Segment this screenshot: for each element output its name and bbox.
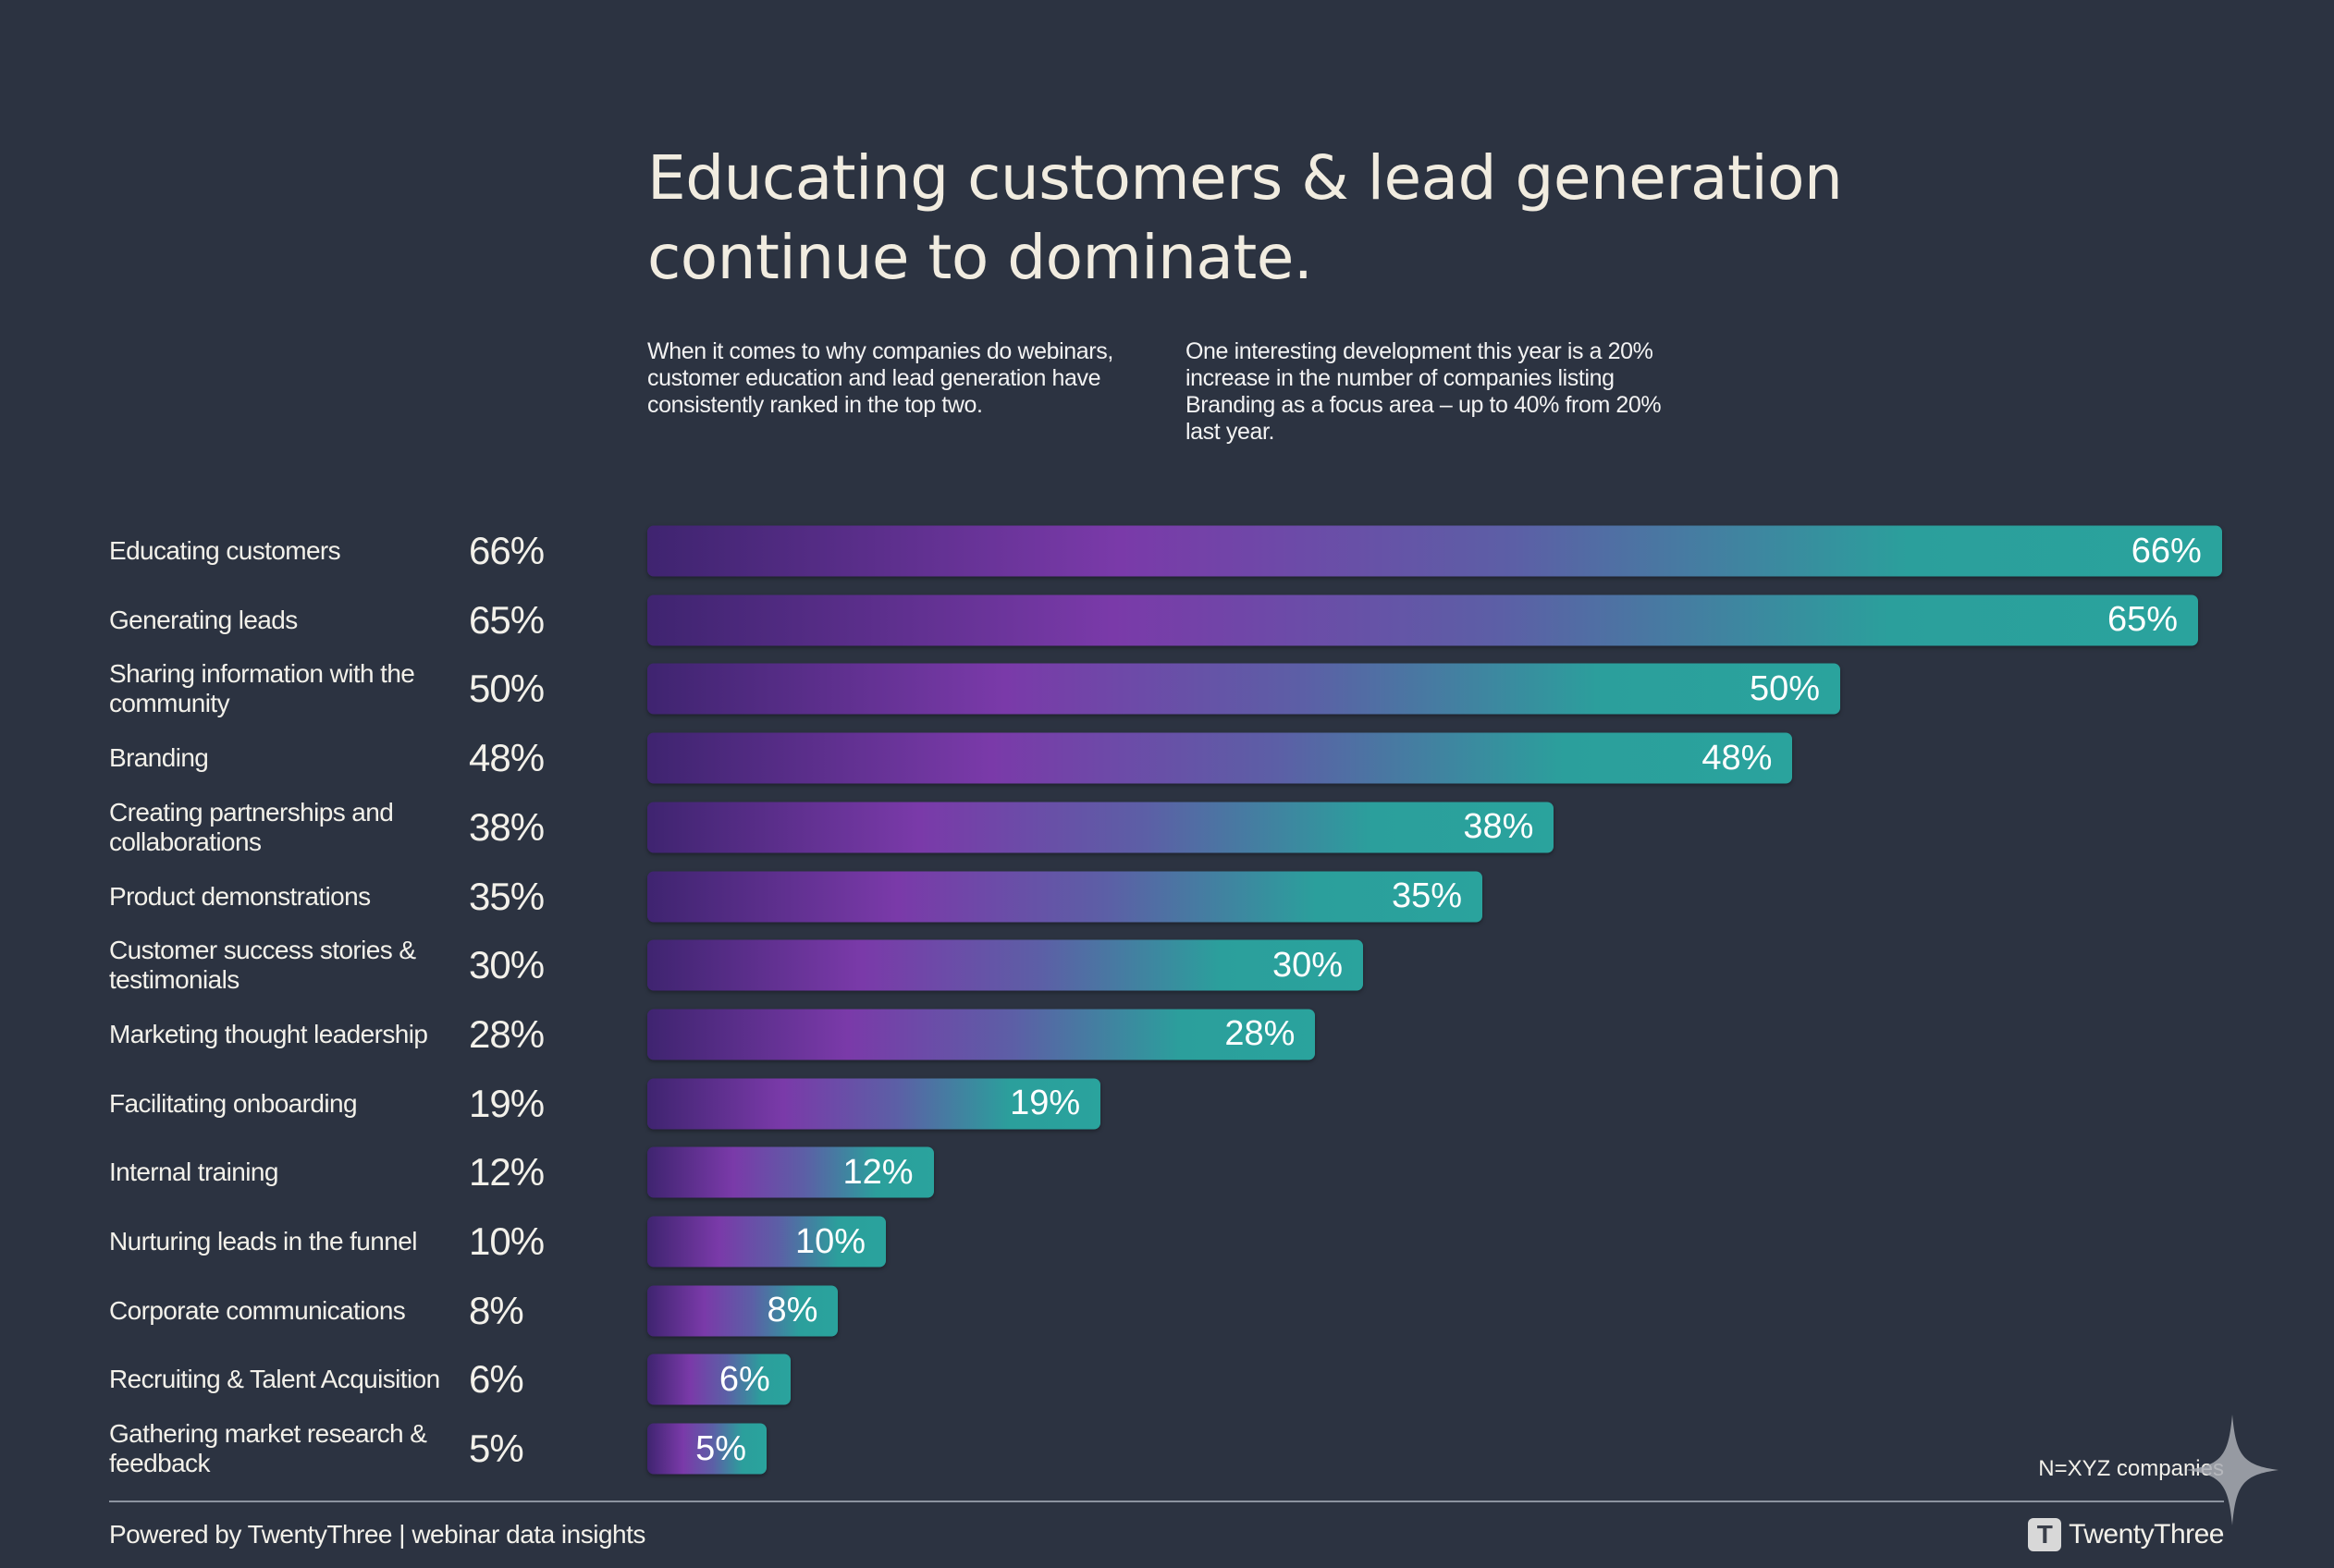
intro-paragraph-right: One interesting development this year is… (1185, 338, 1662, 445)
bar: 35% (647, 871, 1482, 922)
chart-row: Gathering market research & feedback 5% 5% (0, 1415, 2334, 1483)
category-label: Generating leads (109, 605, 298, 634)
value-label: 65% (469, 597, 545, 642)
bar-data-label: 5% (695, 1428, 746, 1468)
value-label: 8% (469, 1288, 524, 1332)
chart-row: Nurturing leads in the funnel 10% 10% (0, 1207, 2334, 1276)
category-label: Marketing thought leadership (109, 1019, 428, 1048)
bar-data-label: 48% (1701, 738, 1773, 778)
bar-data-label: 6% (719, 1359, 770, 1399)
chart-row: Product demonstrations 35% 35% (0, 863, 2334, 931)
title-line-1: Educating customers & lead generation (647, 142, 1843, 214)
bar: 30% (647, 939, 1363, 991)
value-label: 28% (469, 1011, 545, 1056)
chart-row: Branding 48% 48% (0, 724, 2334, 792)
bar-data-label: 10% (794, 1221, 866, 1261)
bar: 38% (647, 802, 1554, 853)
brand: T TwentyThree (2028, 1518, 2224, 1551)
category-label: Creating partnerships and collaborations (109, 797, 394, 856)
category-label: Branding (109, 743, 209, 773)
bar: 5% (647, 1423, 767, 1475)
bar-data-label: 65% (2107, 600, 2178, 640)
bar-data-label: 28% (1224, 1014, 1296, 1054)
bar-data-label: 50% (1749, 668, 1820, 708)
chart-row: Generating leads 65% 65% (0, 586, 2334, 655)
category-label: Educating customers (109, 536, 341, 565)
bar-data-label: 30% (1271, 945, 1343, 985)
value-label: 12% (469, 1150, 545, 1194)
bar-data-label: 38% (1463, 807, 1534, 847)
chart-row: Corporate communications 8% 8% (0, 1277, 2334, 1345)
value-label: 5% (469, 1427, 524, 1471)
bar-data-label: 12% (842, 1152, 914, 1192)
value-label: 10% (469, 1219, 545, 1263)
value-label: 35% (469, 874, 545, 918)
value-label: 48% (469, 736, 545, 780)
bar: 10% (647, 1216, 886, 1268)
value-label: 19% (469, 1081, 545, 1125)
intro-paragraph-left: When it comes to why companies do webina… (647, 338, 1113, 418)
category-label: Recruiting & Talent Acquisition (109, 1365, 440, 1394)
chart-title: Educating customers & lead generation con… (647, 139, 1843, 298)
bar-data-label: 19% (1010, 1084, 1081, 1123)
value-label: 38% (469, 804, 545, 849)
category-label: Corporate communications (109, 1295, 406, 1325)
value-label: 30% (469, 943, 545, 987)
bar: 12% (647, 1146, 934, 1198)
bar: 6% (647, 1354, 791, 1405)
category-label: Facilitating onboarding (109, 1088, 358, 1118)
bar: 50% (647, 663, 1840, 715)
sample-size-note: N=XYZ companies (2038, 1456, 2224, 1481)
value-label: 6% (469, 1357, 524, 1402)
category-label: Internal training (109, 1158, 278, 1187)
bar-data-label: 8% (767, 1291, 818, 1330)
category-label: Nurturing leads in the funnel (109, 1227, 417, 1256)
chart-row: Internal training 12% 12% (0, 1138, 2334, 1207)
value-label: 50% (469, 667, 545, 711)
chart-row: Facilitating onboarding 19% 19% (0, 1070, 2334, 1138)
footer-text: Powered by TwentyThree | webinar data in… (109, 1520, 645, 1549)
twentythree-logo-icon: T (2028, 1518, 2062, 1551)
category-label: Sharing information with the community (109, 659, 415, 718)
title-line-2: continue to dominate. (647, 222, 1313, 293)
chart-row: Sharing information with the community 50… (0, 655, 2334, 723)
bar-data-label: 35% (1391, 876, 1462, 915)
bar: 19% (647, 1078, 1101, 1130)
chart-row: Customer success stories & testimonials 3… (0, 931, 2334, 999)
bar: 8% (647, 1285, 839, 1337)
chart-row: Educating customers 66% 66% (0, 517, 2334, 585)
category-label: Customer success stories & testimonials (109, 936, 416, 995)
category-label: Product demonstrations (109, 881, 371, 911)
brand-name: TwentyThree (2069, 1519, 2224, 1550)
chart-row: Recruiting & Talent Acquisition 6% 6% (0, 1345, 2334, 1414)
value-label: 66% (469, 529, 545, 572)
bar-data-label: 66% (2131, 531, 2202, 570)
footer-divider (109, 1501, 2224, 1502)
bar: 65% (647, 594, 2198, 646)
category-label: Gathering market research & feedback (109, 1419, 427, 1478)
chart-row: Creating partnerships and collaborations… (0, 793, 2334, 862)
sparkle-icon (2186, 1415, 2279, 1525)
bar: 66% (647, 525, 2222, 577)
bar: 48% (647, 732, 1793, 784)
bar: 28% (647, 1009, 1316, 1060)
chart-row: Marketing thought leadership 28% 28% (0, 1000, 2334, 1069)
